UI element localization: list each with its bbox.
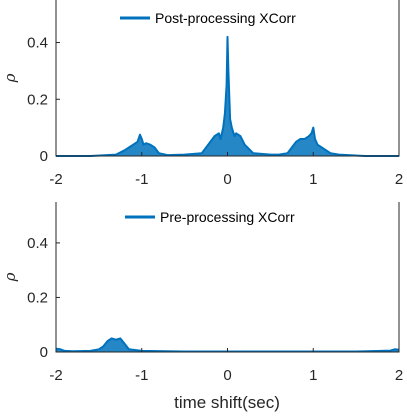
bottom-ytick-label-2: 0.4 xyxy=(27,235,48,252)
top-ticks: -2 -1 0 1 2 0 0.2 0.4 xyxy=(27,35,403,188)
bottom-legend: Pre-processing XCorr xyxy=(125,209,295,225)
bottom-xtick-label-4: 2 xyxy=(395,367,403,384)
top-legend: Post-processing XCorr xyxy=(120,10,296,26)
top-series-layer xyxy=(56,35,399,157)
bottom-xlabel: time shift(sec) xyxy=(174,393,280,412)
top-ylabel: ρ xyxy=(1,73,19,83)
bottom-xtick-label-0: -2 xyxy=(49,367,62,384)
top-xtick-label-4: 2 xyxy=(395,171,403,188)
top-xtick-label-3: 1 xyxy=(309,171,317,188)
top-ytick-label-1: 0.2 xyxy=(27,91,48,108)
top-ytick-label-0: 0 xyxy=(40,148,48,165)
top-series-0-area xyxy=(56,36,399,156)
top-ytick-label-2: 0.4 xyxy=(27,35,48,52)
bottom-panel: -2 -1 0 1 2 0 0.2 0.4 ρ Pre-processing XCorr ti… xyxy=(1,202,403,412)
bottom-legend-label: Pre-processing XCorr xyxy=(160,209,295,225)
top-xtick-label-0: -2 xyxy=(49,171,62,188)
top-panel: -2 -1 0 1 2 0 0.2 0.4 ρ Post-processing XCorr xyxy=(1,0,403,188)
top-xtick-label-1: -1 xyxy=(135,171,148,188)
bottom-ticks: -2 -1 0 1 2 0 0.2 0.4 xyxy=(27,235,403,384)
bottom-xtick-label-3: 1 xyxy=(309,367,317,384)
bottom-ylabel: ρ xyxy=(1,272,19,282)
bottom-ytick-label-1: 0.2 xyxy=(27,289,48,306)
bottom-xtick-label-1: -1 xyxy=(135,367,148,384)
bottom-ytick-label-0: 0 xyxy=(40,344,48,361)
top-series-0-line xyxy=(56,35,399,157)
top-xtick-label-2: 0 xyxy=(223,171,231,188)
top-legend-label: Post-processing XCorr xyxy=(155,10,296,26)
bottom-xtick-label-2: 0 xyxy=(223,367,231,384)
